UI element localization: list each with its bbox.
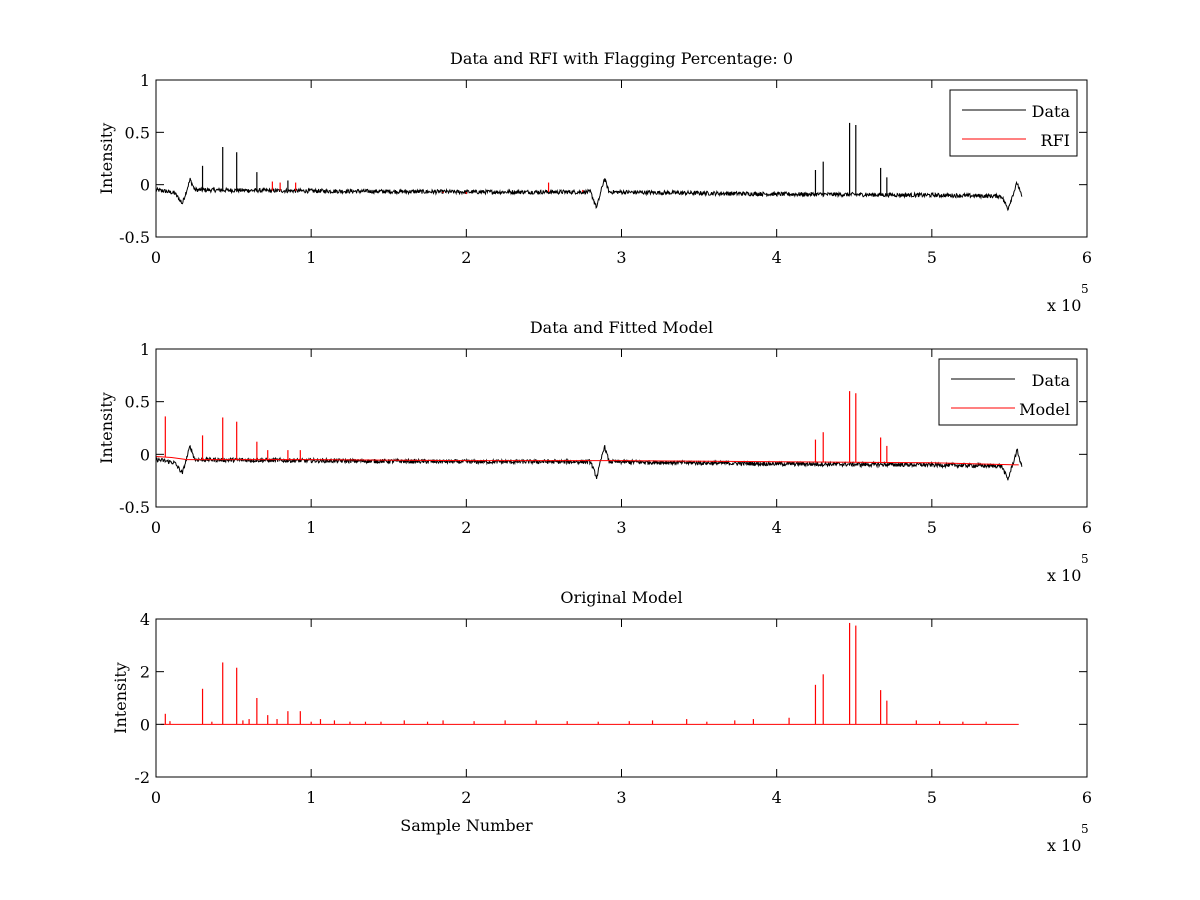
series-layer <box>160 622 1019 725</box>
y-tick-label: -0.5 <box>119 228 150 247</box>
x-exponent-label: x 10 <box>1047 566 1081 585</box>
y-tick-label: 0.5 <box>125 123 150 142</box>
series-rfi <box>271 181 584 195</box>
y-axis-label: Intensity <box>97 123 116 195</box>
x-tick-label: 2 <box>461 518 471 537</box>
y-tick-label: 2 <box>140 663 150 682</box>
y-tick-label: -0.5 <box>119 498 150 517</box>
y-tick-label: 0.5 <box>125 393 150 412</box>
y-tick-label: 1 <box>140 71 150 90</box>
series-layer <box>156 391 1023 481</box>
x-exponent-power: 5 <box>1081 822 1089 836</box>
chart-title: Data and RFI with Flagging Percentage: 0 <box>450 49 793 68</box>
x-exponent-label: x 10 <box>1047 836 1081 855</box>
y-tick-label: -2 <box>134 768 150 787</box>
chart-title: Data and Fitted Model <box>530 318 713 337</box>
legend-label: Data <box>1032 371 1071 390</box>
x-tick-label: 1 <box>306 518 316 537</box>
x-exponent-power: 5 <box>1081 282 1089 296</box>
y-tick-label: 0 <box>140 445 150 464</box>
x-tick-label: 0 <box>151 788 161 807</box>
y-axis-label: Intensity <box>111 662 130 734</box>
x-tick-label: 2 <box>461 788 471 807</box>
x-exponent-label: x 10 <box>1047 296 1081 315</box>
x-tick-label: 2 <box>461 248 471 267</box>
x-tick-label: 1 <box>306 248 316 267</box>
series-line <box>156 177 1023 212</box>
x-tick-label: 0 <box>151 248 161 267</box>
y-tick-label: 0 <box>140 176 150 195</box>
x-tick-label: 3 <box>616 518 626 537</box>
x-tick-label: 5 <box>927 788 937 807</box>
x-tick-label: 0 <box>151 518 161 537</box>
series-model <box>156 391 1019 466</box>
y-tick-label: 1 <box>140 340 150 359</box>
x-tick-label: 4 <box>772 248 782 267</box>
x-tick-label: 6 <box>1082 788 1092 807</box>
y-tick-label: 4 <box>140 610 150 629</box>
legend-box <box>938 358 1078 426</box>
x-tick-label: 1 <box>306 788 316 807</box>
legend-label: Model <box>1019 400 1070 419</box>
legend: Data Model <box>938 358 1078 426</box>
x-axis-label: Sample Number <box>400 816 533 835</box>
legend-box <box>949 89 1078 157</box>
x-exponent-power: 5 <box>1081 552 1089 566</box>
x-tick-label: 3 <box>616 248 626 267</box>
x-tick-label: 4 <box>772 788 782 807</box>
legend-label: RFI <box>1041 131 1070 150</box>
x-tick-label: 5 <box>927 248 937 267</box>
chart-title: Original Model <box>560 588 682 607</box>
series-original-model <box>160 622 1019 725</box>
x-tick-label: 3 <box>616 788 626 807</box>
y-axis-label: Intensity <box>97 392 116 464</box>
y-tick-label: 0 <box>140 715 150 734</box>
series-data <box>156 122 1023 212</box>
legend-label: Data <box>1032 102 1071 121</box>
x-tick-label: 6 <box>1082 248 1092 267</box>
x-tick-label: 4 <box>772 518 782 537</box>
x-tick-label: 5 <box>927 518 937 537</box>
series-layer <box>156 122 1023 212</box>
x-tick-label: 6 <box>1082 518 1092 537</box>
legend: Data RFI <box>949 89 1078 157</box>
